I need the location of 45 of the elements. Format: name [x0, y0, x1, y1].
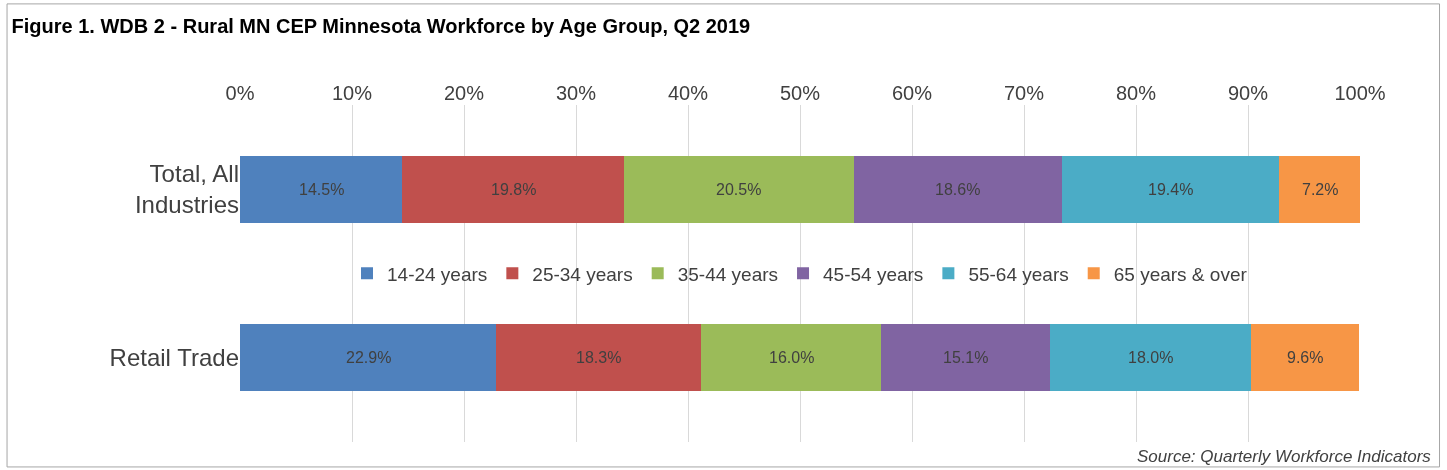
data-label: 9.6%: [1287, 349, 1324, 366]
legend-label: 65 years & over: [1113, 263, 1248, 285]
bar: [1251, 324, 1359, 392]
legend-label: 14-24 years: [387, 263, 488, 285]
x-tick-label: 80%: [1115, 82, 1157, 104]
x-tick-label: 70%: [1003, 82, 1045, 104]
bar: [701, 324, 881, 392]
x-tick-label: 90%: [1227, 82, 1269, 104]
x-tick-label: 60%: [891, 82, 933, 104]
data-label: 16.0%: [769, 349, 815, 366]
data-label: 7.2%: [1302, 181, 1339, 198]
legend-label: 35-44 years: [677, 263, 779, 285]
bar: [240, 324, 497, 392]
x-tick-label: 50%: [779, 82, 821, 104]
source-note: Source: Quarterly Workforce Indicators: [1137, 447, 1432, 466]
data-label: 14.5%: [299, 181, 345, 198]
data-label: 18.3%: [576, 349, 622, 366]
chart-title: Figure 1. WDB 2 - Rural MN CEP Minnesota Workforce by Age Group, Q2 2019: [11, 14, 751, 37]
x-tick-label: 100%: [1334, 82, 1386, 104]
x-tick-label: 20%: [443, 82, 485, 104]
data-label: 20.5%: [716, 181, 762, 198]
legend-label: 25-34 years: [532, 263, 633, 285]
bar: [496, 324, 702, 392]
data-label: 15.1%: [943, 349, 989, 366]
bar: [880, 324, 1050, 392]
bar: [624, 155, 854, 223]
x-tick-label: 10%: [331, 82, 373, 104]
bar: [240, 155, 403, 223]
data-label: 19.8%: [491, 181, 537, 198]
data-label: 18.0%: [1128, 349, 1174, 366]
y-tick-label: Total, All Industries: [134, 160, 239, 219]
bar: [1062, 155, 1280, 223]
legend-label: 45-54 years: [823, 263, 924, 285]
bar: [853, 155, 1063, 223]
x-tick-label: 40%: [667, 82, 709, 104]
bar: [402, 155, 625, 223]
bar: [1279, 155, 1360, 223]
y-tick-label: Retail Trade: [109, 344, 239, 372]
data-label: 22.9%: [346, 349, 392, 366]
bar: [1049, 324, 1252, 392]
x-tick-label: 0%: [225, 82, 255, 104]
x-tick-label: 30%: [555, 82, 597, 104]
legend-label: 55-64 years: [968, 263, 1069, 285]
data-label: 18.6%: [935, 181, 981, 198]
data-label: 19.4%: [1148, 181, 1194, 198]
